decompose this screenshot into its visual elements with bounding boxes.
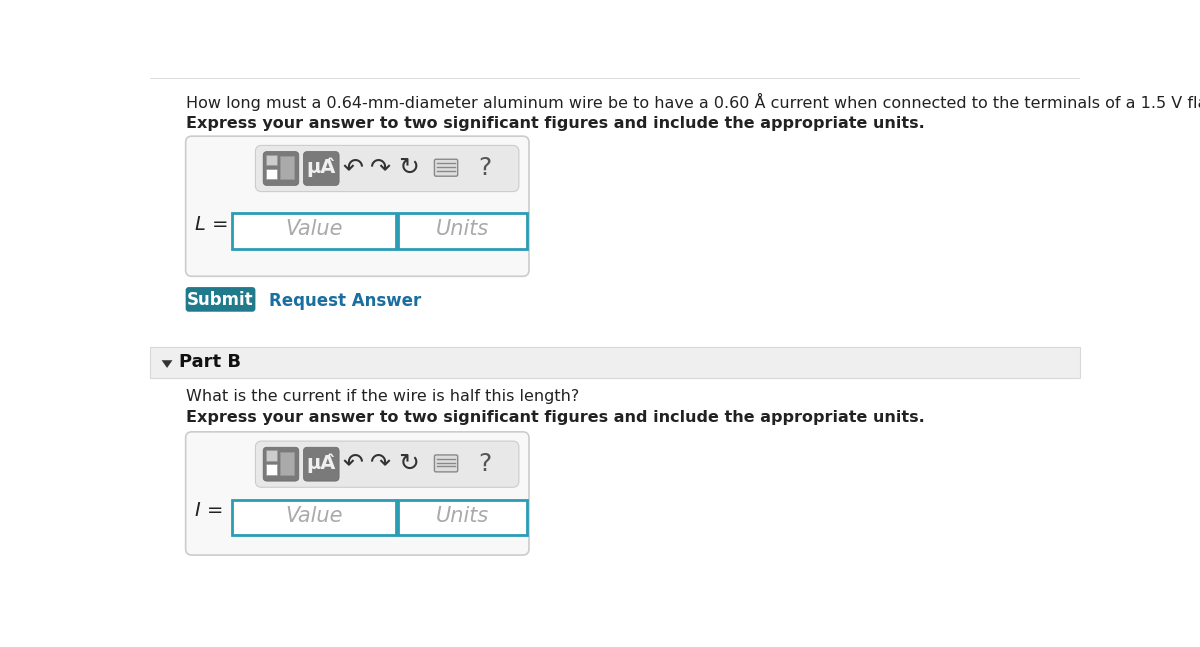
Text: Request Answer: Request Answer [269, 292, 421, 310]
Bar [281, 452, 294, 475]
FancyBboxPatch shape [186, 432, 529, 555]
Text: ↶: ↶ [342, 156, 364, 180]
Text: μÂ: μÂ [306, 454, 336, 473]
FancyBboxPatch shape [263, 151, 299, 186]
Text: ↻: ↻ [398, 156, 419, 180]
Text: What is the current if the wire is half this length?: What is the current if the wire is half … [186, 389, 578, 404]
Bar [232, 499, 396, 535]
FancyBboxPatch shape [256, 441, 518, 487]
Text: How long must a 0.64-mm-diameter aluminum wire be to have a 0.60 Å current when : How long must a 0.64-mm-diameter aluminu… [186, 93, 1200, 111]
Bar [150, 347, 1080, 378]
Text: Value: Value [286, 506, 343, 526]
FancyBboxPatch shape [304, 151, 340, 186]
Text: ?: ? [478, 156, 492, 180]
Bar [232, 213, 396, 248]
Text: I =: I = [194, 501, 223, 520]
Text: L =: L = [194, 215, 228, 234]
FancyBboxPatch shape [304, 447, 340, 481]
Text: Units: Units [436, 219, 488, 239]
Bar [266, 155, 277, 166]
FancyBboxPatch shape [256, 146, 518, 192]
Bar [266, 464, 277, 475]
Bar [398, 499, 527, 535]
Text: Express your answer to two significant figures and include the appropriate units: Express your answer to two significant f… [186, 410, 924, 425]
Text: ↻: ↻ [398, 452, 419, 476]
Bar [266, 168, 277, 179]
FancyBboxPatch shape [263, 447, 299, 481]
Text: ?: ? [478, 452, 492, 476]
Text: ↶: ↶ [342, 452, 364, 476]
Polygon shape [162, 360, 173, 368]
FancyBboxPatch shape [434, 159, 457, 176]
Text: ↷: ↷ [371, 452, 391, 476]
Text: μÂ: μÂ [306, 158, 336, 177]
Bar [281, 156, 294, 179]
Text: Value: Value [286, 219, 343, 239]
Bar [266, 450, 277, 461]
FancyBboxPatch shape [186, 136, 529, 276]
FancyBboxPatch shape [186, 287, 256, 312]
Text: ↷: ↷ [371, 156, 391, 180]
FancyBboxPatch shape [434, 455, 457, 472]
Text: Express your answer to two significant figures and include the appropriate units: Express your answer to two significant f… [186, 116, 924, 131]
Bar [398, 213, 527, 248]
Text: Units: Units [436, 506, 488, 526]
Text: Submit: Submit [187, 291, 254, 309]
Text: Part B: Part B [180, 353, 241, 371]
